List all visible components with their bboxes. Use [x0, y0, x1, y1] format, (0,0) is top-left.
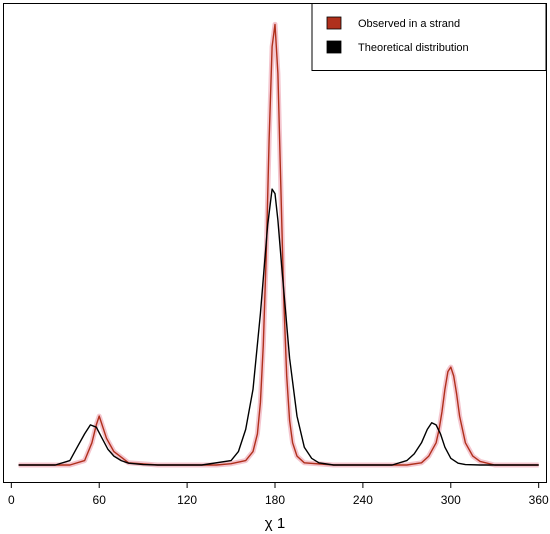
x-tick-label: 0 [8, 493, 15, 507]
legend-swatch-observed [326, 16, 342, 30]
legend: Observed in a strand Theoretical distrib… [311, 3, 547, 71]
series-line-observed [18, 23, 539, 466]
legend-label-theoretical: Theoretical distribution [358, 42, 469, 54]
x-tick-label: 180 [265, 493, 285, 507]
x-tick-label: 120 [177, 493, 197, 507]
legend-swatch-theoretical [326, 40, 342, 54]
legend-box [311, 3, 547, 71]
x-tick-label: 300 [441, 493, 461, 507]
x-axis-title: χ 1 [265, 515, 285, 532]
legend-label-observed: Observed in a strand [358, 18, 460, 30]
x-axis: 0 60 120 180 240 300 360 [8, 482, 549, 507]
plot-frame [3, 3, 547, 483]
series-line-theoretical [18, 188, 539, 466]
x-tick-label: 360 [529, 493, 549, 507]
series-layer [18, 21, 539, 468]
x-tick-label: 60 [93, 493, 107, 507]
x-tick-label: 240 [353, 493, 373, 507]
